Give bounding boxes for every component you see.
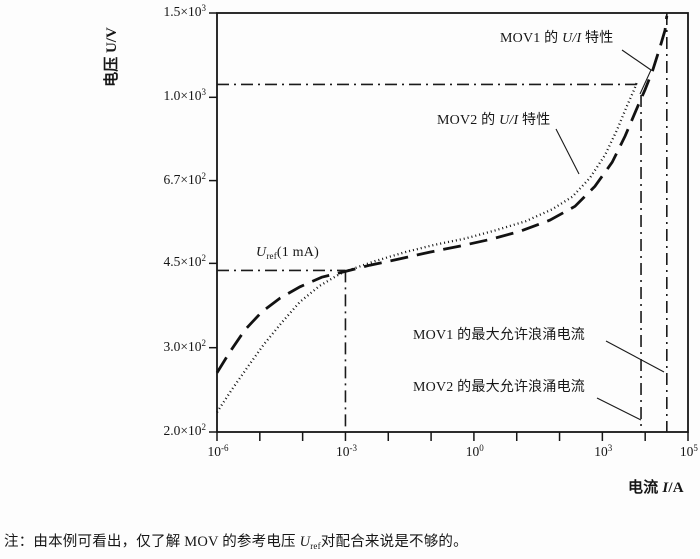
uref-symbol: U bbox=[256, 245, 267, 260]
y-tick-label: 2.0×102 bbox=[163, 422, 207, 439]
mov2-surge-leader-line bbox=[596, 397, 642, 421]
mov1-ui-var: U/I bbox=[562, 31, 582, 46]
x-tick-label: 100 bbox=[465, 443, 484, 460]
mov1-ui-prefix: MOV1 的 bbox=[500, 31, 563, 46]
note-suffix: 对配合来说是不够的。 bbox=[320, 534, 468, 550]
mov2-ui-var: U/I bbox=[499, 113, 519, 128]
y-tick-label: 1.0×103 bbox=[163, 87, 207, 104]
figure-note: 注：由本例可看出，仅了解 MOV 的参考电压 Uref对配合来说是不够的。 bbox=[4, 530, 468, 551]
mov2-ui-annotation: MOV2 的 U/I 特性 bbox=[437, 109, 550, 129]
x-tick-label: 105 bbox=[679, 443, 698, 460]
mov1-ui-leader-line bbox=[621, 49, 652, 95]
y-axis-label-cn: 电压 bbox=[104, 53, 120, 87]
mov2-surge-text: MOV2 的最大允许浪涌电流 bbox=[413, 380, 585, 395]
y-axis-label-symbol: U bbox=[104, 42, 120, 54]
plot-frame bbox=[216, 12, 689, 433]
uref-subscript: ref bbox=[266, 251, 277, 261]
mov2-ui-leader-line bbox=[555, 128, 580, 175]
x-axis-label: 电流 I/A bbox=[628, 476, 684, 497]
x-tick-label: 10-6 bbox=[207, 443, 229, 460]
mov1-surge-annotation: MOV1 的最大允许浪涌电流 bbox=[413, 324, 585, 344]
mov1-ui-annotation: MOV1 的 U/I 特性 bbox=[500, 27, 613, 47]
x-tick-label: 10-3 bbox=[336, 443, 358, 460]
y-tick-label: 3.0×102 bbox=[163, 337, 207, 354]
uref-annotation: Uref(1 mA) bbox=[256, 245, 319, 261]
y-tick-label: 6.7×102 bbox=[163, 170, 207, 187]
mov2-ui-prefix: MOV2 的 bbox=[437, 113, 500, 128]
note-prefix: 注：由本例可看出，仅了解 MOV 的参考电压 bbox=[4, 534, 300, 550]
uref-value: (1 mA) bbox=[276, 245, 319, 260]
y-axis-label: 电压 U/V bbox=[100, 17, 120, 97]
x-axis-label-unit: /A bbox=[668, 480, 684, 496]
y-axis-label-unit: /V bbox=[104, 27, 120, 43]
mov2-surge-annotation: MOV2 的最大允许浪涌电流 bbox=[413, 376, 585, 396]
note-uref-symbol: U bbox=[299, 534, 311, 550]
mov1-surge-text: MOV1 的最大允许浪涌电流 bbox=[413, 328, 585, 343]
mov1-ui-curve bbox=[215, 15, 669, 374]
note-uref-subscript: ref bbox=[310, 541, 321, 551]
mov2-ui-suffix: 特性 bbox=[518, 113, 551, 128]
x-axis-ticks bbox=[216, 432, 689, 441]
x-axis-label-cn: 电流 bbox=[628, 480, 663, 496]
y-axis-ticks bbox=[209, 12, 217, 433]
y-tick-label: 1.5×103 bbox=[163, 3, 207, 20]
x-axis-label-symbol: I bbox=[662, 480, 669, 496]
y-tick-label: 4.5×102 bbox=[163, 253, 207, 270]
mov1-ui-suffix: 特性 bbox=[581, 31, 614, 46]
mov1-surge-leader-line bbox=[605, 340, 665, 373]
x-tick-label: 103 bbox=[594, 443, 613, 460]
